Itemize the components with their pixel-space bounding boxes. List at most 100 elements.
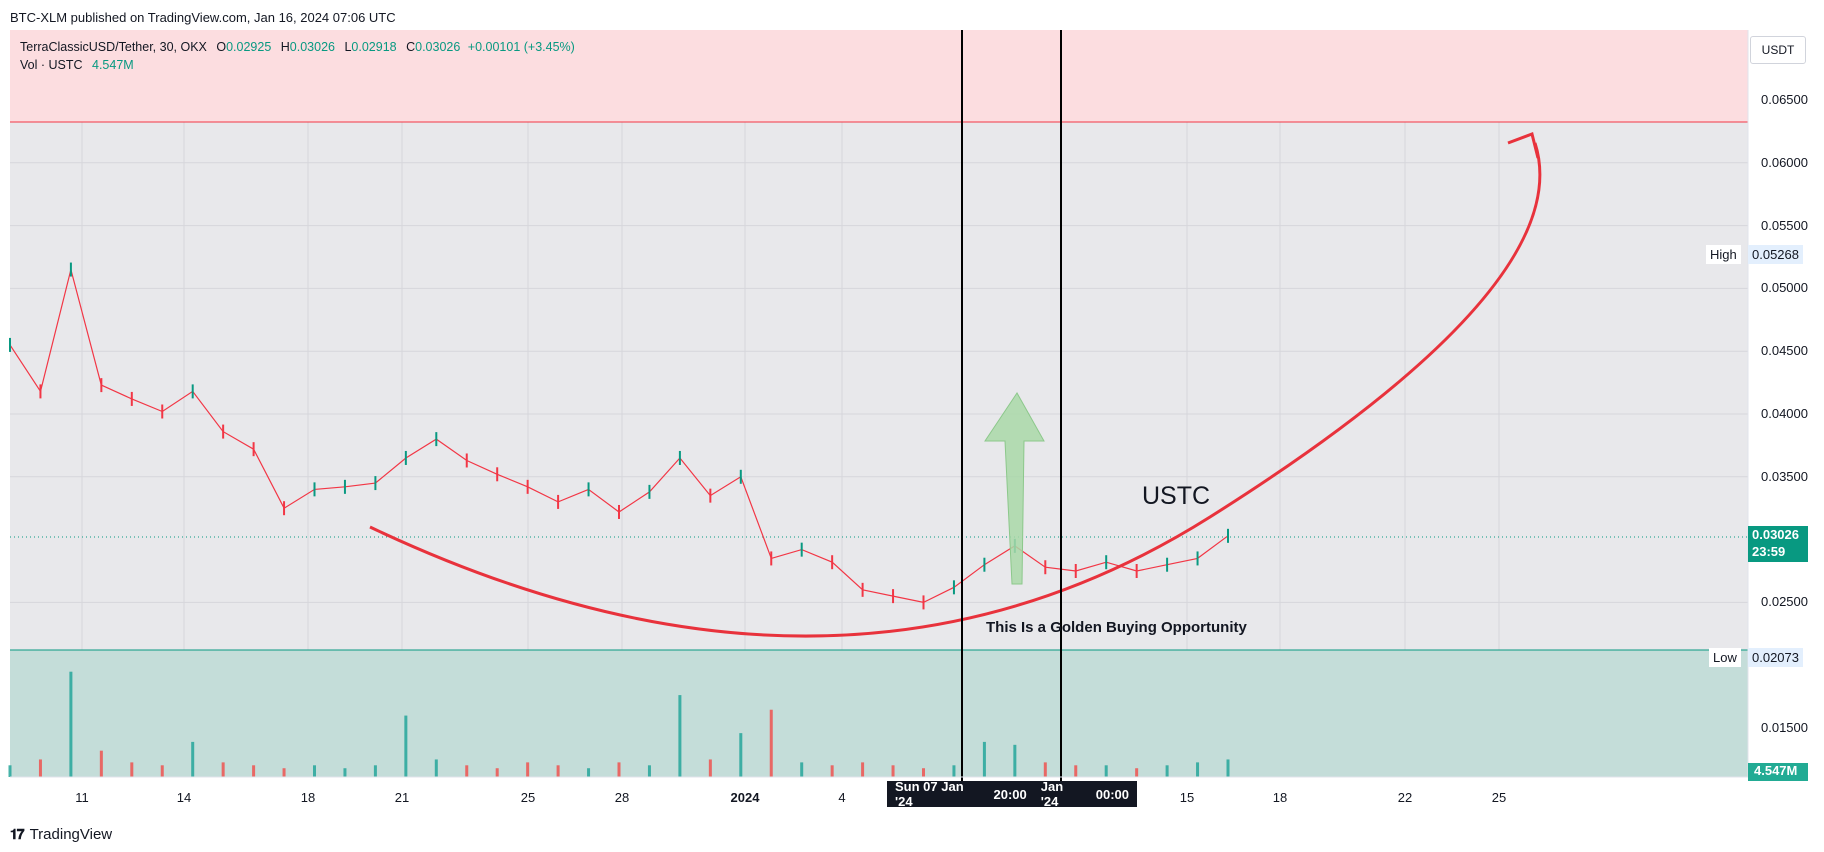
price-axis-label: 0.01500: [1761, 720, 1808, 735]
volume-bar: [282, 768, 286, 777]
volume-bar: [465, 765, 469, 777]
time-axis-label: 15: [1179, 790, 1195, 805]
volume-bar: [617, 762, 621, 777]
legend-change: +0.00101 (+3.45%): [467, 40, 575, 54]
volume-bar: [708, 759, 712, 777]
tradingview-logo-icon: 𝟏𝟕: [10, 826, 25, 842]
volume-bar: [373, 765, 377, 777]
cursor-right-time: 00:00: [1095, 786, 1129, 802]
legend-l-label: L: [344, 40, 352, 54]
legend-c-label: C: [406, 40, 416, 54]
price-axis-label: 0.06000: [1761, 154, 1808, 170]
last-price-tag: 0.03026 23:59: [1748, 526, 1808, 562]
time-axis-label: 18: [300, 790, 316, 805]
volume-bar: [556, 765, 560, 777]
note-annotation: This Is a Golden Buying Opportunity: [986, 619, 1247, 636]
volume-bar: [830, 765, 834, 777]
volume-bar: [313, 765, 316, 777]
volume-bar: [647, 765, 651, 777]
low-label: Low: [1709, 648, 1741, 667]
volume-bar: [404, 715, 408, 777]
volume-bar: [861, 762, 865, 777]
time-axis-label: 2024: [730, 790, 760, 805]
volume-bar: [1013, 744, 1017, 777]
time-axis-label: 25: [520, 790, 536, 805]
volume-bar: [1074, 765, 1078, 777]
legend-symbol: TerraClassicUSD/Tether, 30, OKX: [20, 40, 207, 54]
cup-curve: [369, 142, 1542, 638]
cursor-left-date: Sun 07 Jan '24: [895, 779, 964, 809]
legend-low: 0.02918: [351, 40, 397, 54]
cup-curve-arrowhead: [1507, 132, 1540, 159]
legend-close: 0.03026: [415, 40, 461, 54]
volume-bar: [434, 759, 438, 777]
volume-bar: [130, 762, 134, 777]
legend-h-label: H: [280, 40, 290, 54]
volume-bar: [343, 768, 347, 777]
volume-bar: [678, 695, 682, 777]
last-price-countdown: 23:59: [1752, 544, 1786, 559]
cursor-time-labels: Sun 07 Jan '24 20:00 Jan '24 00:00: [887, 779, 1137, 809]
legend-o-label: O: [216, 40, 227, 54]
legend-ohlc: TerraClassicUSD/Tether, 30, OKX O0.02925…: [20, 40, 575, 54]
low-value: 0.02073: [1748, 648, 1803, 667]
volume-bar: [221, 762, 225, 777]
last-price-value: 0.03026: [1752, 527, 1799, 542]
legend-open: 0.02925: [226, 40, 272, 54]
legend-vol-value: 4.547M: [92, 58, 134, 72]
price-axis-label: 0.05500: [1761, 217, 1808, 233]
volume-bar: [1104, 765, 1108, 777]
publisher-credit: BTC-XLM published on TradingView.com, Ja…: [10, 10, 396, 25]
price-axis-label: 0.04000: [1761, 406, 1808, 421]
volume-bar: [8, 765, 12, 777]
volume-bar: [739, 733, 743, 777]
volume-bar: [1196, 762, 1200, 777]
legend-vol-label: Vol · USTC: [20, 58, 83, 72]
time-axis-label: 22: [1397, 790, 1413, 805]
time-axis-label: 14: [176, 790, 192, 805]
price-axis-label: 0.04500: [1761, 343, 1808, 359]
volume-bar: [800, 762, 804, 777]
volume-bar: [769, 709, 773, 777]
up-arrow-green: [984, 392, 1045, 585]
volume-bar: [160, 765, 164, 777]
resistance-zone: [10, 30, 1748, 122]
price-axis-label: 0.05000: [1761, 280, 1808, 296]
support-zone: [10, 650, 1748, 777]
time-axis-label: 4: [838, 790, 846, 805]
time-axis-label: 21: [394, 790, 410, 805]
volume-bar: [191, 741, 195, 777]
logo-text: TradingView: [29, 826, 113, 843]
price-series-ticks: [9, 262, 1229, 610]
legend-high: 0.03026: [289, 40, 335, 54]
price-axis-label: 0.02500: [1761, 594, 1808, 610]
price-axis-label: 0.03500: [1761, 468, 1808, 484]
time-axis-label: 11: [75, 790, 89, 805]
ticker-annotation: USTC: [1142, 482, 1211, 510]
volume-bar: [99, 750, 103, 777]
volume-bar: [587, 768, 591, 777]
high-label: High: [1706, 245, 1741, 264]
currency-button[interactable]: USDT: [1750, 36, 1806, 64]
volume-bar: [1165, 765, 1169, 777]
high-value: 0.05268: [1748, 245, 1803, 264]
cursor-right-date: Jan '24: [1040, 779, 1064, 809]
tradingview-logo[interactable]: 𝟏𝟕 TradingView: [10, 826, 112, 843]
legend-volume: Vol · USTC 4.547M: [20, 58, 134, 72]
volume-bar: [252, 765, 256, 777]
volume-bar: [69, 671, 73, 777]
time-axis-label: 28: [614, 790, 630, 805]
time-axis-label: 18: [1272, 790, 1288, 805]
volume-bar: [38, 759, 42, 777]
time-axis-label: 25: [1491, 790, 1507, 805]
cursor-left-time: 20:00: [993, 786, 1027, 802]
volume-bar: [1043, 762, 1047, 777]
volume-bar: [1226, 759, 1230, 777]
volume-bar: [891, 765, 895, 777]
volume-bar: [526, 762, 530, 777]
volume-tag: 4.547M: [1748, 763, 1808, 781]
volume-bar: [982, 741, 986, 777]
volume-bar: [495, 768, 499, 777]
volume-bars: [8, 671, 1230, 777]
